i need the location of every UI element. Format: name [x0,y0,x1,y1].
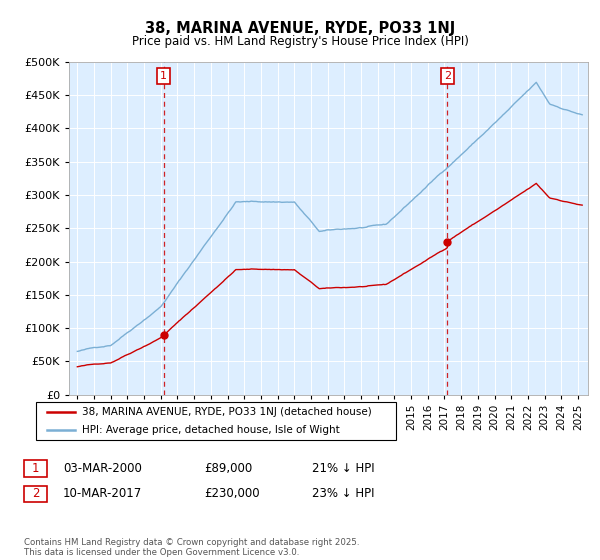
Text: HPI: Average price, detached house, Isle of Wight: HPI: Average price, detached house, Isle… [82,425,340,435]
Text: 2: 2 [444,71,451,81]
Text: £89,000: £89,000 [204,462,252,475]
Text: Contains HM Land Registry data © Crown copyright and database right 2025.
This d: Contains HM Land Registry data © Crown c… [24,538,359,557]
Text: 38, MARINA AVENUE, RYDE, PO33 1NJ: 38, MARINA AVENUE, RYDE, PO33 1NJ [145,21,455,36]
Text: 21% ↓ HPI: 21% ↓ HPI [312,462,374,475]
Text: Price paid vs. HM Land Registry's House Price Index (HPI): Price paid vs. HM Land Registry's House … [131,35,469,48]
Text: 1: 1 [32,462,39,475]
Text: 03-MAR-2000: 03-MAR-2000 [63,462,142,475]
Text: 23% ↓ HPI: 23% ↓ HPI [312,487,374,501]
Text: 10-MAR-2017: 10-MAR-2017 [63,487,142,501]
Text: 1: 1 [160,71,167,81]
Text: £230,000: £230,000 [204,487,260,501]
Text: 38, MARINA AVENUE, RYDE, PO33 1NJ (detached house): 38, MARINA AVENUE, RYDE, PO33 1NJ (detac… [82,407,372,417]
Text: 2: 2 [32,487,39,501]
